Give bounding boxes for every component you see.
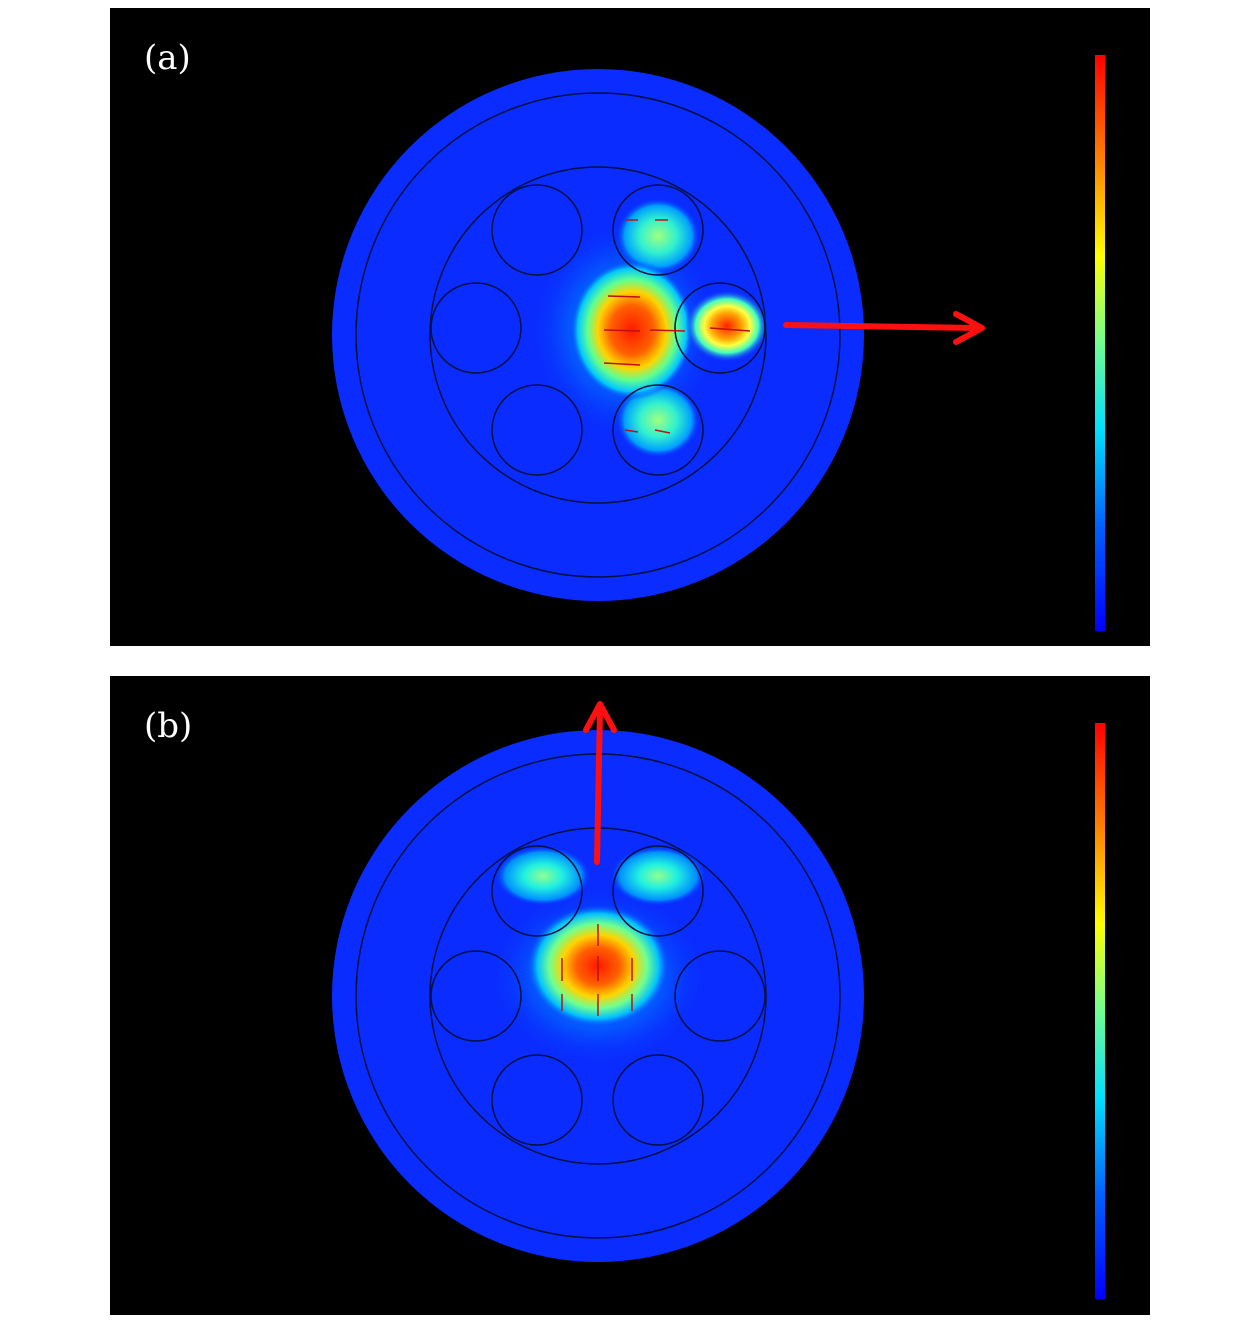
colorbar: [1095, 723, 1105, 1299]
outer-boundary: [355, 92, 841, 578]
colorbar: [1095, 55, 1105, 631]
panel-label: (a): [144, 38, 191, 78]
field-peak-center: [570, 260, 694, 400]
field-plot-b: [332, 701, 1105, 1299]
field-vectors: [561, 924, 633, 1016]
air-hole: [612, 184, 704, 276]
polarization-arrow: [583, 701, 617, 865]
panel-b: (b): [110, 676, 1150, 1315]
air-hole: [491, 184, 583, 276]
air-hole: [612, 1054, 704, 1146]
air-hole: [491, 384, 583, 476]
panel-a: (a): [110, 8, 1150, 646]
air-hole: [430, 282, 522, 374]
polarization-arrow: [783, 311, 985, 345]
air-hole: [491, 845, 583, 937]
field-lobe-top: [616, 198, 700, 274]
air-hole: [430, 950, 522, 1042]
field-vectors: [603, 219, 751, 434]
field-plot-a: [332, 55, 1105, 631]
air-hole: [491, 1054, 583, 1146]
field-lobe-left: [495, 846, 591, 906]
air-hole: [674, 950, 766, 1042]
air-hole: [612, 384, 704, 476]
field-lobe-right: [610, 846, 706, 906]
air-hole: [612, 845, 704, 937]
panel-label: (b): [144, 706, 193, 746]
field-peak-side: [685, 290, 769, 362]
field-lobe-bottom: [616, 382, 700, 458]
air-hole: [674, 282, 766, 374]
